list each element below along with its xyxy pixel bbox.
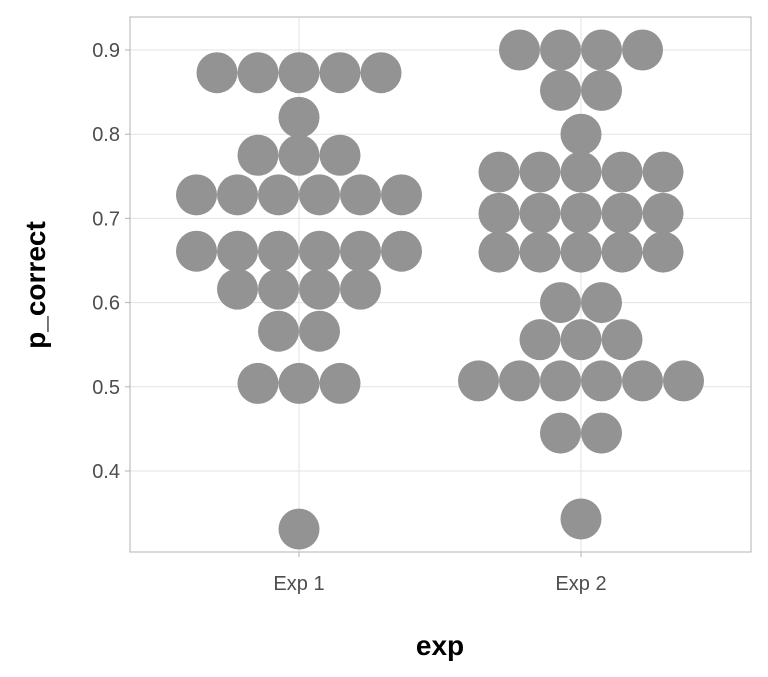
dot-exp-2 xyxy=(478,151,520,193)
y-tick-label: 0.8 xyxy=(92,124,120,146)
dot-exp-1 xyxy=(176,230,217,272)
dots xyxy=(176,29,704,550)
dot-exp-2 xyxy=(478,192,520,234)
dot-exp-2 xyxy=(499,29,540,71)
dot-exp-2 xyxy=(642,151,684,193)
dot-exp-2 xyxy=(601,151,643,193)
dot-exp-1 xyxy=(258,174,299,216)
dot-exp-1 xyxy=(278,96,320,138)
y-axis-title: p_correct xyxy=(20,221,51,349)
dot-exp-1 xyxy=(237,362,279,404)
dot-exp-2 xyxy=(519,192,561,234)
dot-exp-1 xyxy=(278,134,320,176)
dot-exp-1 xyxy=(340,230,381,272)
dot-exp-2 xyxy=(499,360,540,402)
dot-exp-2 xyxy=(519,151,561,193)
dot-exp-2 xyxy=(540,412,581,454)
dot-exp-2 xyxy=(581,412,622,454)
dot-exp-2 xyxy=(622,29,663,71)
dot-exp-2 xyxy=(540,69,581,111)
dot-exp-1 xyxy=(381,230,422,272)
dot-exp-2 xyxy=(560,231,602,273)
dot-exp-1 xyxy=(258,268,299,310)
dot-exp-2 xyxy=(581,69,622,111)
dot-exp-2 xyxy=(478,231,520,273)
dot-exp-1 xyxy=(217,174,258,216)
dot-exp-1 xyxy=(258,310,299,352)
dot-exp-1 xyxy=(237,52,279,94)
dot-exp-2 xyxy=(622,360,663,402)
dot-exp-2 xyxy=(560,192,602,234)
dot-exp-1 xyxy=(278,362,320,404)
dot-exp-2 xyxy=(540,282,581,324)
dot-exp-1 xyxy=(217,230,258,272)
x-tick-label: Exp 2 xyxy=(555,573,606,595)
dot-exp-2 xyxy=(458,360,499,402)
dot-exp-2 xyxy=(519,319,561,361)
y-tick-label: 0.7 xyxy=(92,208,120,230)
dot-exp-2 xyxy=(642,192,684,234)
dot-exp-1 xyxy=(258,230,299,272)
dot-exp-1 xyxy=(319,134,361,176)
dot-exp-1 xyxy=(340,174,381,216)
dot-exp-1 xyxy=(319,362,361,404)
dot-exp-1 xyxy=(299,230,340,272)
dot-exp-1 xyxy=(360,52,402,94)
dot-exp-2 xyxy=(581,29,622,71)
dot-exp-2 xyxy=(601,319,643,361)
panel-border xyxy=(129,16,752,553)
dot-exp-2 xyxy=(519,231,561,273)
y-tick-label: 0.9 xyxy=(92,40,120,62)
dot-exp-2 xyxy=(642,231,684,273)
dot-exp-2 xyxy=(581,282,622,324)
y-tick-label: 0.5 xyxy=(92,377,120,399)
dot-exp-2 xyxy=(601,231,643,273)
dot-exp-2 xyxy=(601,192,643,234)
dot-exp-1 xyxy=(176,174,217,216)
dot-exp-2 xyxy=(560,113,602,155)
dot-exp-2 xyxy=(560,151,602,193)
dot-exp-1 xyxy=(340,268,381,310)
dot-exp-1 xyxy=(217,268,258,310)
x-tick-label: Exp 1 xyxy=(273,573,324,595)
dot-exp-1 xyxy=(381,174,422,216)
dot-exp-1 xyxy=(237,134,279,176)
dot-exp-2 xyxy=(581,360,622,402)
dot-exp-1 xyxy=(196,52,238,94)
dot-exp-1 xyxy=(278,508,320,550)
dot-exp-1 xyxy=(299,310,340,352)
x-axis-title: exp xyxy=(416,630,464,661)
dot-exp-2 xyxy=(540,29,581,71)
x-axis-ticks: Exp 1 Exp 2 xyxy=(273,552,607,595)
dot-exp-1 xyxy=(278,52,320,94)
dot-exp-1 xyxy=(319,52,361,94)
dot-exp-2 xyxy=(663,360,704,402)
dot-exp-1 xyxy=(299,174,340,216)
dot-exp-2 xyxy=(540,360,581,402)
dot-exp-1 xyxy=(299,268,340,310)
y-tick-label: 0.6 xyxy=(92,293,120,315)
y-tick-label: 0.4 xyxy=(92,461,120,483)
dot-exp-2 xyxy=(560,498,602,540)
dot-exp-2 xyxy=(560,319,602,361)
y-axis-ticks: 0.4 0.5 0.6 0.7 0.8 0.9 xyxy=(92,40,130,483)
